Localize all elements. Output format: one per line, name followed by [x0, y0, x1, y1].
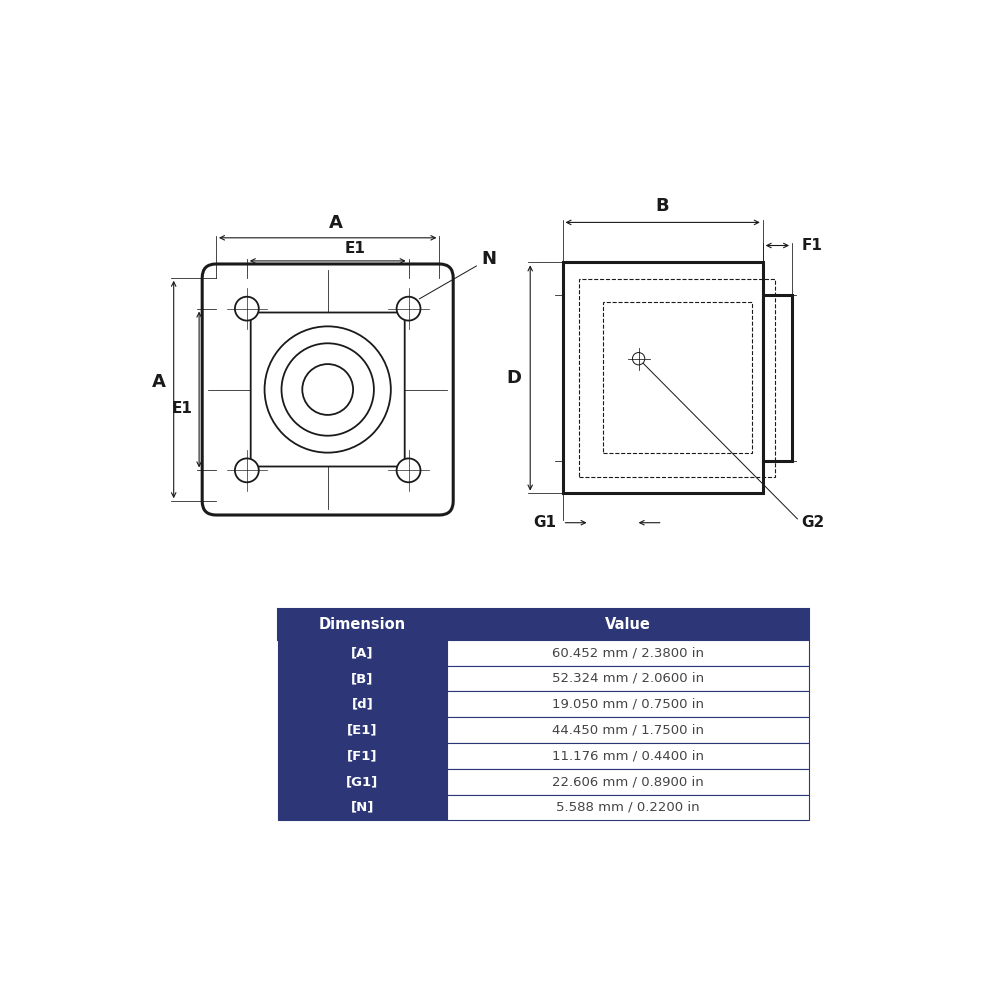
- Text: Value: Value: [605, 617, 651, 632]
- Text: N: N: [419, 250, 497, 299]
- Bar: [278, 717, 447, 743]
- Text: 22.606 mm / 0.8900 in: 22.606 mm / 0.8900 in: [552, 775, 704, 788]
- Text: E1: E1: [172, 401, 193, 416]
- Bar: [278, 795, 447, 820]
- Text: [F1]: [F1]: [347, 749, 378, 762]
- Bar: [447, 640, 809, 666]
- Bar: [763, 295, 792, 461]
- Text: 5.588 mm / 0.2200 in: 5.588 mm / 0.2200 in: [556, 801, 700, 814]
- Text: [d]: [d]: [351, 698, 373, 711]
- Bar: [278, 666, 447, 691]
- Text: G1: G1: [533, 515, 556, 530]
- Bar: [447, 717, 809, 743]
- Text: [B]: [B]: [351, 672, 374, 685]
- Bar: [563, 262, 763, 493]
- Circle shape: [397, 458, 420, 482]
- Bar: [278, 609, 809, 640]
- Text: 60.452 mm / 2.3800 in: 60.452 mm / 2.3800 in: [552, 646, 704, 659]
- Bar: [447, 666, 809, 691]
- Circle shape: [282, 343, 374, 436]
- Bar: [278, 743, 447, 769]
- Text: E1: E1: [344, 241, 365, 256]
- Text: D: D: [506, 369, 521, 387]
- Circle shape: [265, 326, 391, 453]
- Bar: [278, 691, 447, 717]
- Text: A: A: [152, 373, 166, 391]
- Text: B: B: [656, 197, 669, 215]
- Bar: [447, 691, 809, 717]
- Circle shape: [302, 364, 353, 415]
- Bar: [447, 795, 809, 820]
- FancyBboxPatch shape: [202, 264, 453, 515]
- Text: [A]: [A]: [351, 646, 374, 659]
- Circle shape: [235, 458, 259, 482]
- Text: A: A: [328, 214, 342, 232]
- Bar: [278, 640, 447, 666]
- Bar: [579, 279, 775, 477]
- Circle shape: [235, 297, 259, 321]
- Circle shape: [632, 353, 645, 365]
- Bar: [447, 769, 809, 795]
- Text: Dimension: Dimension: [319, 617, 406, 632]
- Text: 19.050 mm / 0.7500 in: 19.050 mm / 0.7500 in: [552, 698, 704, 711]
- Bar: [278, 769, 447, 795]
- Text: 52.324 mm / 2.0600 in: 52.324 mm / 2.0600 in: [552, 672, 704, 685]
- Text: [N]: [N]: [351, 801, 374, 814]
- Bar: [603, 302, 752, 453]
- Text: [E1]: [E1]: [347, 724, 378, 737]
- FancyBboxPatch shape: [251, 312, 405, 466]
- Text: G2: G2: [801, 515, 824, 530]
- Bar: [447, 743, 809, 769]
- Circle shape: [397, 297, 420, 321]
- Text: [G1]: [G1]: [346, 775, 378, 788]
- Text: F1: F1: [801, 238, 822, 253]
- Text: 44.450 mm / 1.7500 in: 44.450 mm / 1.7500 in: [552, 724, 704, 737]
- Text: 11.176 mm / 0.4400 in: 11.176 mm / 0.4400 in: [552, 749, 704, 762]
